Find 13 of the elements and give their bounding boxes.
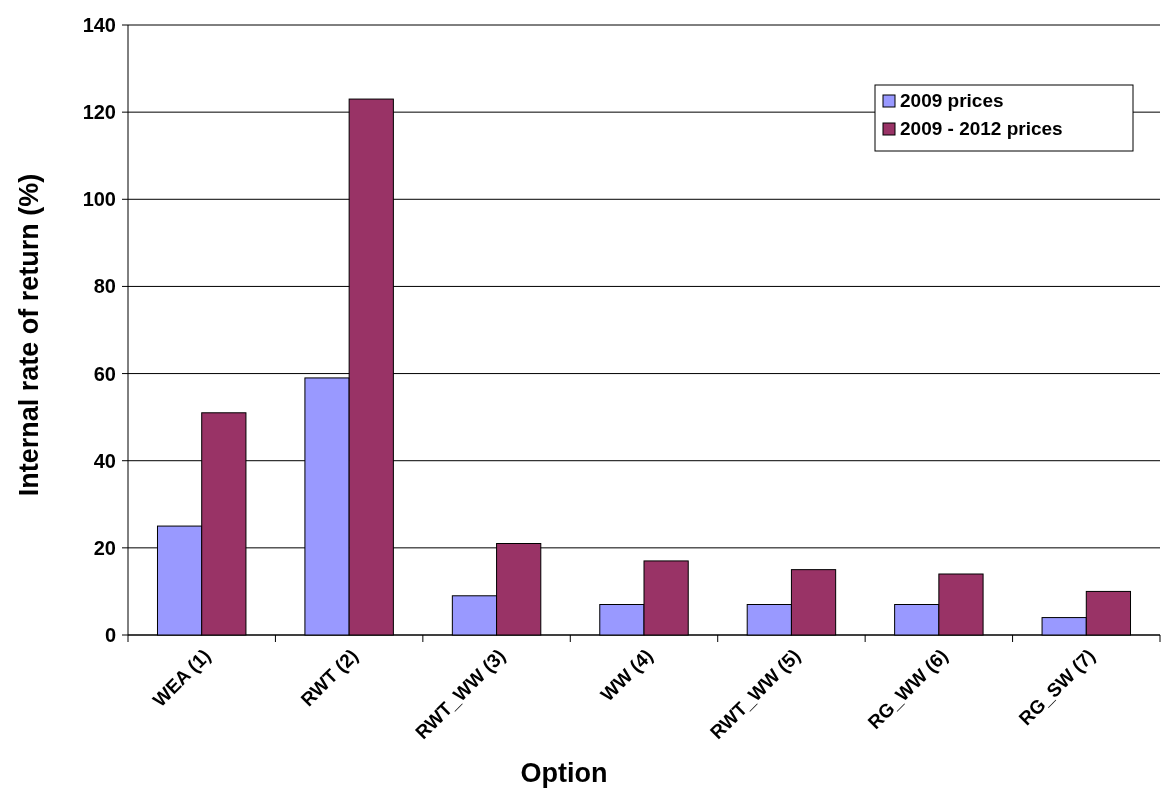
legend-label: 2009 - 2012 prices <box>900 118 1063 139</box>
y-axis-title: Internal rate of return (%) <box>14 173 44 497</box>
y-tick-label: 100 <box>82 188 116 211</box>
y-tick-label: 40 <box>93 449 116 472</box>
y-tick-label: 140 <box>82 14 116 36</box>
legend-label: 2009 prices <box>900 90 1004 111</box>
x-axis-title: Option <box>520 758 608 788</box>
y-tick-label: 0 <box>104 624 116 646</box>
x-tick-label: WW (4) <box>596 644 657 706</box>
y-tick-label: 20 <box>93 536 116 559</box>
y-tick-label: 80 <box>93 275 116 298</box>
y-tick-label: 120 <box>82 101 116 124</box>
y-tick-label: 60 <box>93 362 116 385</box>
